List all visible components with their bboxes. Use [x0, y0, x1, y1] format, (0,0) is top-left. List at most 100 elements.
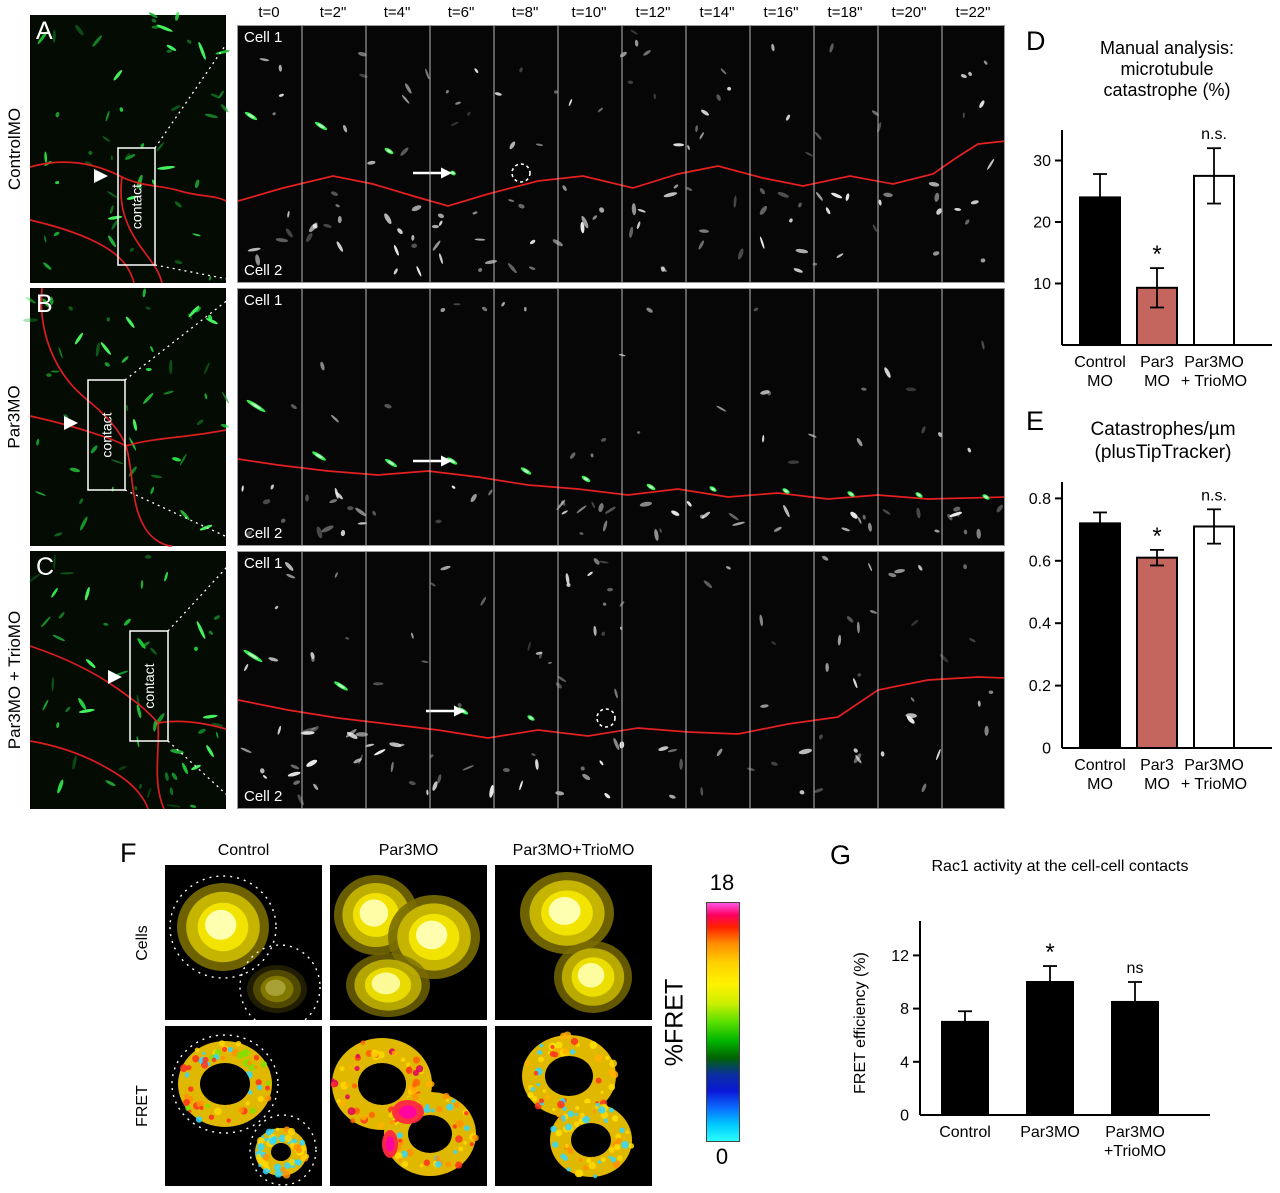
dashed-circle-annotation — [511, 163, 531, 183]
cell-boundary-line — [40, 287, 127, 447]
panel-d-title-line2: microtubule — [1120, 59, 1214, 79]
cell2-label: Cell 2 — [244, 525, 283, 542]
time-label: t=8" — [511, 4, 539, 21]
time-label: t=4" — [383, 4, 411, 21]
green-comets — [23, 288, 230, 537]
panel-d-title: Manual analysis: microtubule catastrophe… — [1058, 38, 1276, 101]
cell-outline-dashed — [239, 944, 321, 1020]
cell1-label: Cell 1 — [244, 292, 283, 309]
significance-label: n.s. — [1201, 126, 1227, 143]
montage-row-a: Cell 1 Cell 2 — [237, 25, 1005, 283]
panel-letter-b: B — [36, 290, 53, 318]
cell-boundary-line — [29, 415, 127, 447]
cell-boundary-line — [29, 740, 149, 810]
time-label: t=20" — [891, 4, 927, 21]
f-cells-image-1 — [330, 865, 487, 1020]
side-label-text: ControlMO — [5, 107, 24, 191]
chart-e: 0 0.2 0.4 0.6 0.8 Control MO * Par3 MO n.s. Par3MO +… — [1024, 478, 1280, 813]
panel-e-title-line1: Catastrophes/µm — [1090, 419, 1236, 440]
dashed-circle-annotation — [596, 708, 616, 728]
cell-boundary-line — [29, 219, 135, 284]
bar-D-0 — [1079, 196, 1121, 347]
significance-label: n.s. — [1201, 487, 1227, 504]
time-label: t=16" — [763, 4, 799, 21]
xcat-label: Par3 — [1140, 354, 1174, 371]
contact-label: contact — [129, 184, 145, 229]
time-label: t=2" — [319, 4, 347, 21]
pointer-arrowhead-icon — [454, 705, 465, 717]
time-label: t=18" — [827, 4, 863, 21]
comets — [240, 555, 994, 806]
arrowhead-icon — [64, 416, 78, 430]
time-label: t=10" — [571, 4, 607, 21]
xcat-label: +TrioMO — [1104, 1143, 1166, 1160]
chart-E-plot: 00.20.40.60.8ControlMO*Par3MOn.s.Par3MO+… — [1029, 482, 1272, 793]
chart-g: 0 4 8 12 Control * Par3MO ns Par3MO +TrioMO — [845, 905, 1275, 1193]
montage-art — [238, 26, 1004, 282]
side-label-b: Par3MO — [0, 288, 30, 546]
panel-e-letter: E — [1026, 406, 1045, 436]
comets — [241, 301, 1003, 541]
panel-d-title-line3: catastrophe (%) — [1103, 80, 1231, 100]
ytick-label: 0.4 — [1029, 616, 1051, 633]
green-comets — [243, 649, 535, 721]
cell-outline-dashed — [249, 1114, 317, 1186]
bar-G-0 — [941, 1020, 989, 1116]
cell-boundary-line — [29, 645, 159, 724]
scale-max-label: 18 — [709, 870, 735, 895]
panel-e-title-line2: (plusTipTracker) — [1094, 442, 1232, 463]
fret-color-scale — [706, 902, 740, 1142]
ytick-label: 30 — [1033, 153, 1051, 170]
xcat-label: Control — [1074, 757, 1126, 774]
xcat-label: Par3MO — [1020, 1124, 1080, 1141]
microscopy-panel-b: contact — [23, 287, 239, 547]
bar-G-1 — [1026, 981, 1074, 1116]
cell-boundary-line — [120, 176, 163, 284]
contact-label: contact — [99, 412, 115, 457]
f-cells-image-2 — [495, 865, 652, 1020]
ytick-label: 10 — [1033, 276, 1051, 293]
contact-region-box — [117, 147, 156, 266]
time-label: t=0 — [258, 4, 280, 21]
cell-outline-dashed — [171, 1034, 279, 1134]
fret-scale-label: %FRET — [660, 978, 689, 1066]
cell2-label: Cell 2 — [244, 788, 283, 805]
cell-outline-dashed — [169, 875, 277, 979]
cell1-label: Cell 1 — [244, 29, 283, 46]
montage-art — [238, 289, 1004, 545]
f-row-label-cells: Cells — [130, 865, 156, 1020]
time-label: t=12" — [635, 4, 671, 21]
ytick-label: 4 — [900, 1054, 909, 1071]
cell-boundary-line — [157, 720, 227, 730]
panel-e-title: Catastrophes/µm (plusTipTracker) — [1050, 418, 1276, 464]
ytick-label: 0.6 — [1029, 553, 1051, 570]
montage-row-c: Cell 1 Cell 2 — [237, 551, 1005, 809]
ytick-label: 0.8 — [1029, 491, 1051, 508]
montage-art — [238, 552, 1004, 808]
contact-label: contact — [141, 663, 157, 708]
time-label: t=6" — [447, 4, 475, 21]
xcat-label: + TrioMO — [1181, 776, 1247, 793]
f-fret-image-2 — [495, 1026, 652, 1186]
panel-d-letter: D — [1026, 26, 1046, 56]
green-comets — [246, 399, 990, 500]
f-fret-image-0 — [165, 1026, 322, 1186]
bar-E-0 — [1079, 522, 1121, 749]
scale-min-label: 0 — [715, 1144, 729, 1169]
contact-region-box — [129, 630, 169, 742]
bar-E-1 — [1136, 556, 1178, 750]
xcat-label: MO — [1144, 776, 1170, 793]
significance-label: * — [1045, 939, 1054, 966]
pointer-arrowhead-icon — [441, 455, 452, 467]
xcat-label: Par3 — [1140, 757, 1174, 774]
cell1-label: Cell 1 — [244, 555, 283, 572]
bar-E-2 — [1193, 525, 1235, 750]
panel-g-letter: G — [830, 840, 852, 870]
f-row-label-fret: FRET — [130, 1026, 156, 1186]
f-header-par3mo-triomo: Par3MO+TrioMO — [512, 842, 635, 859]
contact-line — [238, 676, 1004, 739]
xcat-label: MO — [1087, 776, 1113, 793]
zoom-guide-line — [124, 489, 239, 543]
